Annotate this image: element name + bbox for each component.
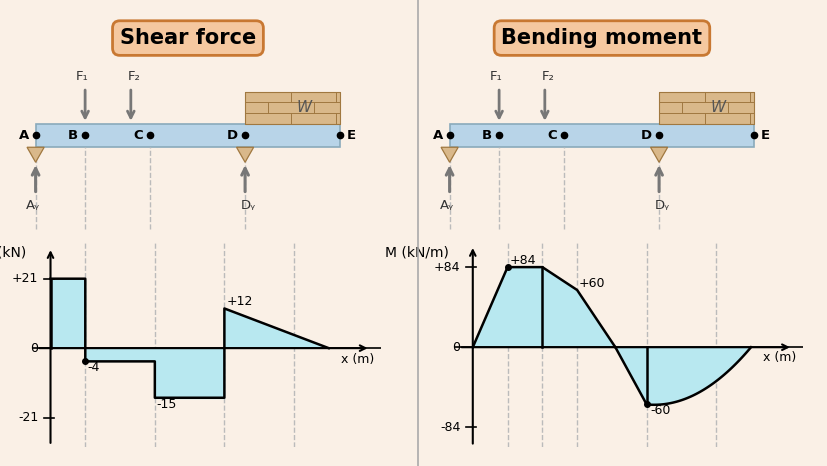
Text: D: D — [227, 129, 238, 142]
Text: D: D — [640, 129, 652, 142]
Polygon shape — [441, 147, 457, 162]
Text: -21: -21 — [18, 411, 38, 424]
Text: -84: -84 — [440, 421, 460, 434]
Polygon shape — [237, 147, 253, 162]
Polygon shape — [27, 147, 44, 162]
FancyBboxPatch shape — [36, 123, 340, 147]
Text: +84: +84 — [509, 254, 535, 267]
Text: Dᵧ: Dᵧ — [654, 199, 669, 212]
Text: +84: +84 — [433, 260, 460, 274]
Polygon shape — [50, 279, 85, 348]
Text: -60: -60 — [649, 404, 670, 418]
FancyBboxPatch shape — [658, 91, 753, 123]
Polygon shape — [155, 348, 224, 398]
Text: E: E — [760, 129, 769, 142]
Text: F₁: F₁ — [489, 70, 502, 83]
Polygon shape — [472, 267, 614, 347]
Text: Dᵧ: Dᵧ — [241, 199, 256, 212]
Text: Aᵧ: Aᵧ — [439, 199, 453, 212]
Text: Bending moment: Bending moment — [501, 28, 701, 48]
Text: E: E — [347, 129, 356, 142]
FancyBboxPatch shape — [449, 123, 753, 147]
Text: M (kN/m): M (kN/m) — [384, 245, 448, 259]
Text: Shear force: Shear force — [120, 28, 256, 48]
Polygon shape — [224, 308, 328, 348]
Text: 0: 0 — [452, 341, 460, 354]
Text: -15: -15 — [156, 398, 177, 411]
Text: B: B — [68, 129, 79, 142]
Text: F₂: F₂ — [542, 70, 554, 83]
Polygon shape — [650, 147, 667, 162]
Text: C: C — [133, 129, 143, 142]
Text: -4: -4 — [87, 361, 99, 374]
FancyBboxPatch shape — [245, 91, 340, 123]
Text: +12: +12 — [226, 295, 252, 308]
Polygon shape — [85, 348, 155, 361]
Text: F₁: F₁ — [75, 70, 88, 83]
Text: Aᵧ: Aᵧ — [26, 199, 40, 212]
Text: +21: +21 — [12, 272, 38, 285]
Polygon shape — [614, 347, 750, 405]
Text: A: A — [432, 129, 442, 142]
Text: B: B — [481, 129, 492, 142]
Text: 0: 0 — [31, 342, 38, 355]
Text: x (m): x (m) — [762, 351, 796, 364]
Text: W: W — [710, 100, 724, 115]
Text: +60: +60 — [578, 277, 605, 290]
Text: x (m): x (m) — [340, 353, 374, 366]
Text: C: C — [547, 129, 557, 142]
Text: F₂: F₂ — [128, 70, 141, 83]
Text: W: W — [296, 100, 311, 115]
Text: A: A — [18, 129, 29, 142]
Text: V (kN): V (kN) — [0, 246, 26, 260]
